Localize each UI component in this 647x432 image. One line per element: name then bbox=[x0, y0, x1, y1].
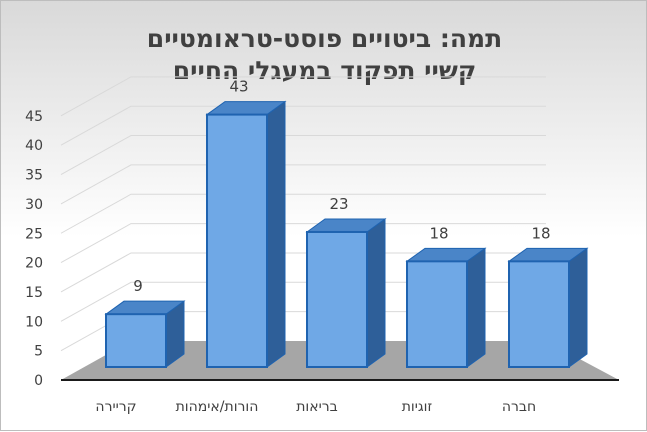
bar bbox=[508, 260, 570, 368]
data-label: 9 bbox=[133, 277, 143, 295]
y-tick-label: 5 bbox=[34, 344, 43, 360]
category-label: בריאות bbox=[296, 399, 338, 415]
data-label: 18 bbox=[429, 224, 448, 242]
bar-side bbox=[568, 247, 588, 368]
y-tick-label: 45 bbox=[25, 109, 43, 125]
gridline bbox=[60, 252, 546, 293]
gridline bbox=[60, 223, 546, 264]
y-tick-label: 25 bbox=[25, 226, 43, 242]
bar-side bbox=[366, 218, 386, 368]
y-tick-label: 0 bbox=[34, 373, 43, 389]
gridline bbox=[60, 105, 546, 146]
y-tick-label: 15 bbox=[25, 285, 43, 301]
y-tick-label: 35 bbox=[25, 168, 43, 184]
category-label: חברה bbox=[502, 399, 536, 415]
gridline bbox=[60, 135, 546, 175]
chart-title-line-1: תמה: ביטויים פוסט-טראומטיים bbox=[146, 24, 503, 53]
y-tick-label: 40 bbox=[25, 138, 43, 154]
bar-side bbox=[266, 100, 286, 368]
bar bbox=[206, 113, 268, 368]
bar bbox=[306, 230, 368, 368]
bar-side bbox=[466, 247, 486, 368]
bar bbox=[406, 260, 468, 368]
y-tick-label: 20 bbox=[25, 256, 43, 272]
category-label: הורות/אימהות bbox=[176, 399, 259, 415]
data-label: 23 bbox=[329, 195, 348, 213]
gridline bbox=[60, 76, 546, 117]
category-label: זוגיות bbox=[402, 399, 433, 415]
data-label: 43 bbox=[229, 78, 248, 96]
gridline bbox=[60, 193, 546, 234]
chart-title: תמה: ביטויים פוסט-טראומטיים קשיי תפקוד ב… bbox=[1, 23, 647, 87]
bar bbox=[105, 313, 167, 369]
y-tick-label: 30 bbox=[25, 197, 43, 213]
category-label: קריירה bbox=[95, 399, 136, 415]
data-label: 18 bbox=[531, 224, 550, 242]
chart-title-line-2: קשיי תפקוד במעגלי החיים bbox=[172, 56, 477, 85]
gridline bbox=[60, 164, 546, 205]
y-tick-label: 10 bbox=[25, 314, 43, 330]
